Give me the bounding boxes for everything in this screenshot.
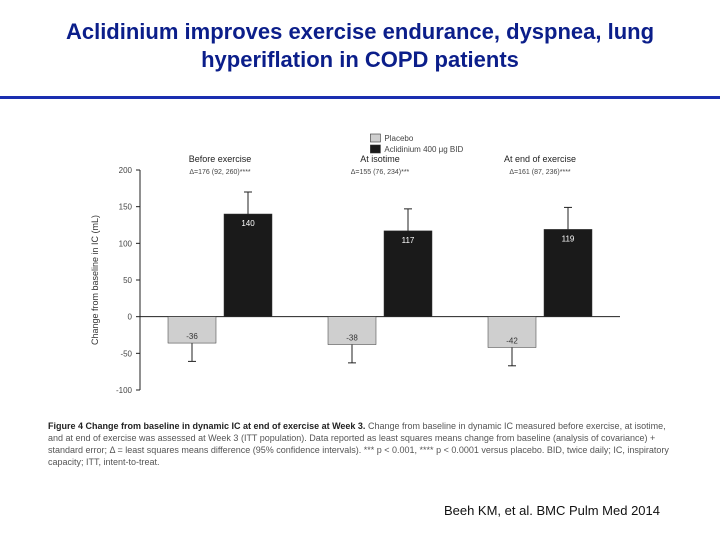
y-tick-label: -100 — [116, 386, 133, 395]
y-tick-label: 200 — [119, 166, 133, 175]
figure-caption: Figure 4 Change from baseline in dynamic… — [48, 420, 672, 469]
bar-value-label: 117 — [402, 236, 415, 245]
chart-container: -100 -50 0 50 100 150 200 Change from baseline … — [70, 130, 650, 420]
y-tick-label: 50 — [123, 276, 132, 285]
legend-label: Placebo — [384, 134, 413, 143]
group-label: At isotime — [360, 154, 400, 164]
group-label: Before exercise — [189, 154, 252, 164]
delta-label: Δ=176 (92, 260)**** — [189, 169, 251, 176]
delta-label: Δ=155 (76, 234)*** — [351, 169, 410, 176]
bar — [224, 214, 272, 317]
legend-swatch — [370, 134, 380, 142]
y-tick-label: -50 — [120, 349, 132, 358]
bar-value-label: 119 — [562, 234, 575, 243]
legend-swatch — [370, 145, 380, 153]
bar-value-label: -38 — [346, 334, 358, 343]
legend-label: Aclidinium 400 μg BID — [384, 145, 463, 154]
citation: Beeh KM, et al. BMC Pulm Med 2014 — [444, 503, 660, 518]
caption-lead: Figure 4 Change from baseline in dynamic… — [48, 421, 365, 431]
group-label: At end of exercise — [504, 154, 576, 164]
bar-chart: -100 -50 0 50 100 150 200 Change from baseline … — [70, 130, 650, 420]
y-axis-label: Change from baseline in IC (mL) — [90, 215, 100, 345]
y-tick-label: 0 — [128, 313, 133, 322]
bar-value-label: 140 — [241, 219, 255, 228]
bar-value-label: -42 — [506, 336, 518, 345]
delta-label: Δ=161 (87, 236)**** — [509, 169, 571, 176]
title-underline — [0, 96, 720, 99]
bar-value-label: -36 — [186, 332, 198, 341]
slide-title: Aclidinium improves exercise endurance, … — [40, 18, 680, 73]
y-tick-label: 100 — [119, 239, 133, 248]
y-tick-label: 150 — [119, 203, 133, 212]
